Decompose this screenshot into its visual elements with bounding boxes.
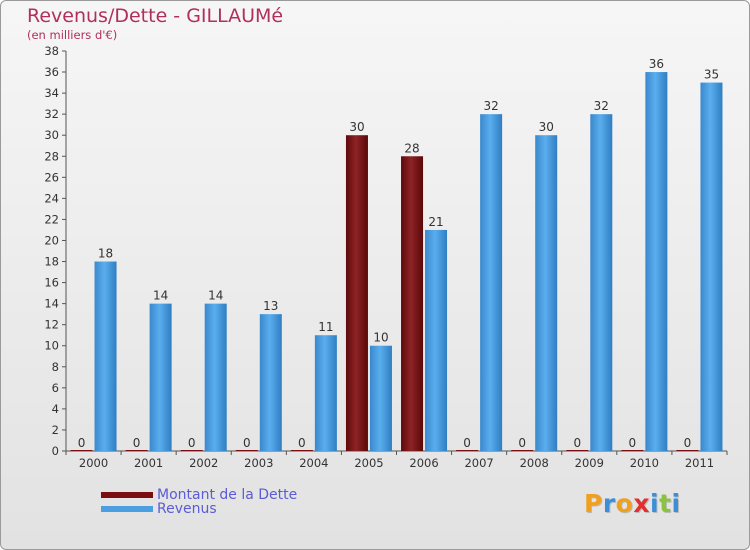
bar-dette xyxy=(676,450,699,451)
x-tick-label: 2007 xyxy=(464,456,493,470)
data-label-revenus: 36 xyxy=(649,57,664,71)
bar-dette xyxy=(456,450,479,451)
y-tick-label: 8 xyxy=(52,360,59,374)
legend-item-revenus: Revenus xyxy=(101,501,217,517)
y-tick-label: 30 xyxy=(44,128,59,142)
bar-dette xyxy=(70,450,93,451)
legend-item-dette: Montant de la Dette xyxy=(101,487,297,503)
chart-title: Revenus/Dette - GILLAUMé xyxy=(27,5,284,27)
y-tick-label: 28 xyxy=(44,149,59,163)
legend-swatch-dette xyxy=(101,492,153,498)
y-tick-label: 34 xyxy=(44,86,59,100)
x-tick-label: 2010 xyxy=(630,456,659,470)
bar-dette xyxy=(401,156,424,451)
x-tick-label: 2000 xyxy=(79,456,108,470)
x-tick-label: 2006 xyxy=(409,456,438,470)
y-tick-label: 10 xyxy=(44,339,59,353)
bar-revenus xyxy=(590,114,613,451)
logo-letter: i xyxy=(671,489,681,518)
bar-revenus xyxy=(425,229,448,451)
y-tick-label: 0 xyxy=(52,444,59,458)
data-label-dette: 0 xyxy=(629,436,637,450)
legend-swatch-revenus xyxy=(101,506,153,512)
y-tick-label: 18 xyxy=(44,255,59,269)
logo-letter: x xyxy=(633,489,650,518)
bar-revenus xyxy=(204,303,227,451)
x-tick-label: 2003 xyxy=(244,456,273,470)
y-tick-label: 12 xyxy=(44,318,59,332)
data-label-revenus: 14 xyxy=(208,289,223,303)
logo-letter: r xyxy=(602,489,616,518)
data-label-revenus: 14 xyxy=(153,289,168,303)
bar-revenus xyxy=(535,135,558,452)
data-label-dette: 0 xyxy=(243,436,251,450)
y-tick-label: 22 xyxy=(44,212,59,226)
logo-letter: P xyxy=(584,489,603,518)
legend-label-revenus: Revenus xyxy=(157,501,217,517)
x-tick-label: 2004 xyxy=(299,456,328,470)
data-label-revenus: 32 xyxy=(594,99,609,113)
bar-dette xyxy=(180,450,203,451)
bar-dette xyxy=(621,450,644,451)
y-tick-label: 20 xyxy=(44,233,59,247)
data-label-revenus: 13 xyxy=(263,299,278,313)
y-tick-label: 4 xyxy=(52,402,59,416)
bar-revenus xyxy=(645,72,668,451)
data-label-revenus: 18 xyxy=(98,247,113,261)
y-tick-label: 36 xyxy=(44,65,59,79)
bar-dette xyxy=(511,450,534,451)
bar-revenus xyxy=(700,82,723,451)
x-tick-label: 2009 xyxy=(575,456,604,470)
logo-letter: o xyxy=(615,489,634,518)
legend-label-dette: Montant de la Dette xyxy=(157,487,298,503)
y-tick-label: 26 xyxy=(44,170,59,184)
bar-dette xyxy=(566,450,589,451)
bar-dette xyxy=(235,450,258,451)
y-tick-label: 6 xyxy=(52,381,59,395)
data-label-revenus: 11 xyxy=(318,320,333,334)
data-label-dette: 30 xyxy=(349,120,364,134)
y-tick-label: 2 xyxy=(52,423,59,437)
data-label-revenus: 21 xyxy=(428,215,443,229)
data-label-revenus: 35 xyxy=(704,68,719,82)
data-label-dette: 0 xyxy=(188,436,196,450)
logo-letter: i xyxy=(650,489,660,518)
bar-revenus xyxy=(149,303,172,451)
bar-revenus xyxy=(259,314,282,451)
data-label-dette: 0 xyxy=(463,436,471,450)
bar-revenus xyxy=(480,114,503,451)
data-label-dette: 0 xyxy=(684,436,692,450)
y-tick-label: 32 xyxy=(44,107,59,121)
y-tick-label: 14 xyxy=(44,297,59,311)
bar-revenus xyxy=(314,335,337,451)
x-tick-label: 2011 xyxy=(685,456,714,470)
logo-letter: t xyxy=(659,489,672,518)
y-tick-label: 16 xyxy=(44,276,59,290)
x-tick-label: 2001 xyxy=(134,456,163,470)
bar-dette xyxy=(345,135,368,452)
chart-subtitle: (en milliers d'€) xyxy=(27,28,118,42)
data-label-dette: 0 xyxy=(78,436,86,450)
data-label-revenus: 30 xyxy=(539,120,554,134)
y-tick-label: 24 xyxy=(44,191,59,205)
data-label-revenus: 32 xyxy=(483,99,498,113)
data-label-dette: 28 xyxy=(404,141,419,155)
data-label-dette: 0 xyxy=(518,436,526,450)
y-tick-label: 38 xyxy=(44,44,59,58)
x-tick-label: 2005 xyxy=(354,456,383,470)
x-tick-label: 2002 xyxy=(189,456,218,470)
bar-dette xyxy=(290,450,313,451)
data-label-dette: 0 xyxy=(133,436,141,450)
bar-revenus xyxy=(369,345,392,451)
data-label-revenus: 10 xyxy=(373,331,388,345)
data-label-dette: 0 xyxy=(298,436,306,450)
data-label-dette: 0 xyxy=(573,436,581,450)
proxiti-logo: Proxiti xyxy=(584,489,681,518)
x-tick-label: 2008 xyxy=(520,456,549,470)
bar-revenus xyxy=(94,261,117,451)
bar-dette xyxy=(125,450,148,451)
